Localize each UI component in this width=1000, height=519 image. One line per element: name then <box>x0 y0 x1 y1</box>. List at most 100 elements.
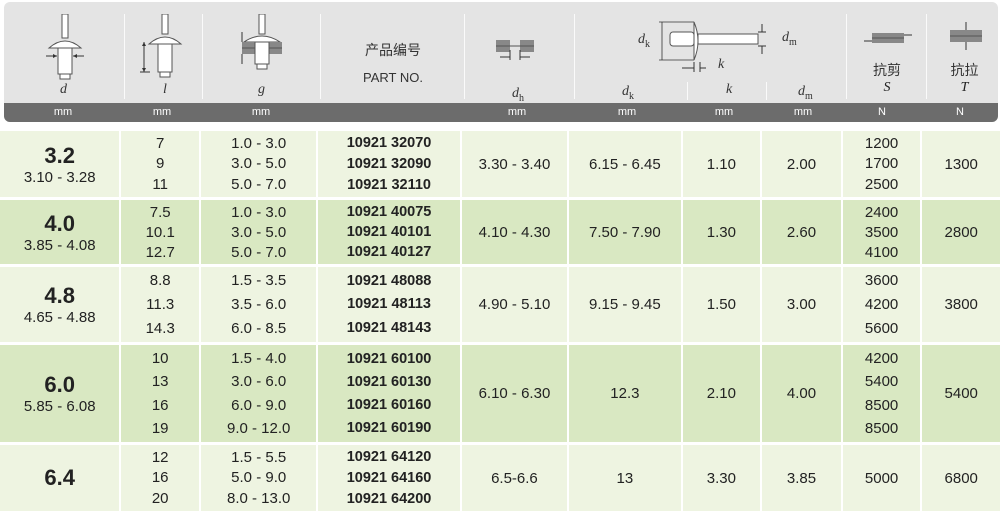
unit-k: mm <box>714 106 734 118</box>
cell-k: 1.10 <box>682 131 761 197</box>
shear-label-cn: 抗剪 <box>873 62 901 78</box>
cell-l: 10 13 16 19 <box>121 345 199 442</box>
cell-part: 10921 32070 10921 32090 10921 32110 <box>318 131 460 197</box>
cell-value: 3.85 <box>786 469 817 487</box>
cell-g: 1.0 - 3.0 3.0 - 5.0 5.0 - 7.0 <box>201 200 317 264</box>
cell-value: 10 <box>151 350 169 368</box>
cell-s: 1200 1700 2500 <box>842 131 921 197</box>
table-header: d l g 产品编号 PART NO. dh dk dm k dk k dm 抗… <box>4 2 998 122</box>
cell-g: 1.5 - 5.5 5.0 - 9.0 8.0 - 13.0 <box>201 445 317 511</box>
cell-k: 1.50 <box>682 267 761 342</box>
cell-value: 11 <box>152 176 168 194</box>
cell-k: 2.10 <box>682 345 761 442</box>
cell-d: 6.0 5.85 - 6.08 <box>0 345 120 442</box>
cell-value: 6.15 - 6.45 <box>589 155 661 173</box>
cell-value: 4.8 <box>44 283 75 308</box>
cell-value: 3600 <box>864 272 899 290</box>
cell-dh: 3.30 - 3.40 <box>461 131 568 197</box>
cell-value: 10921 64160 <box>346 469 432 486</box>
diagram-label-dk: dk <box>638 32 650 50</box>
cell-value: 10921 60160 <box>346 397 432 414</box>
units-bar: mm mm mm mm mm mm mm N N <box>4 103 998 122</box>
cell-value: 20 <box>151 490 169 508</box>
table-row: 3.2 3.10 - 3.28 7 9 11 1.0 - 3.0 3.0 - 5.0 5.0 … <box>0 131 1000 197</box>
cell-k: 1.30 <box>682 200 761 264</box>
cell-value: 7.50 - 7.90 <box>589 223 661 241</box>
cell-g: 1.5 - 3.5 3.5 - 6.0 6.0 - 8.5 <box>201 267 317 342</box>
cell-value: 3500 <box>864 223 899 241</box>
rivet-length-icon <box>140 14 183 78</box>
cell-value: 1200 <box>864 134 899 152</box>
cell-g: 1.0 - 3.0 3.0 - 5.0 5.0 - 7.0 <box>201 131 317 197</box>
cell-value: 1.5 - 5.5 <box>231 448 287 466</box>
column-symbol-g: g <box>258 82 265 97</box>
grip-range-icon <box>241 14 282 70</box>
cell-value: 6800 <box>944 469 978 487</box>
cell-value: 3.85 - 4.08 <box>23 236 96 254</box>
cell-value: 16 <box>151 396 169 414</box>
cell-value: 8500 <box>864 396 899 414</box>
cell-dh: 4.10 - 4.30 <box>461 200 568 264</box>
cell-value: 10921 48088 <box>346 272 432 289</box>
cell-value: 2400 <box>864 203 899 221</box>
cell-l: 12 16 20 <box>121 445 199 511</box>
cell-part: 10921 48088 10921 48113 10921 48143 <box>318 267 460 342</box>
tensile-force-icon <box>950 22 982 50</box>
rivet-head-dimensions-icon <box>659 21 766 72</box>
cell-value: 2800 <box>944 223 978 241</box>
tensile-label-cn: 抗拉 <box>950 62 979 78</box>
unit-s: N <box>878 106 886 118</box>
cell-value: 5600 <box>864 319 899 337</box>
cell-value: 12 <box>151 448 169 466</box>
cell-value: 9.0 - 12.0 <box>227 419 291 437</box>
cell-t: 3800 <box>922 267 1000 342</box>
cell-value: 3800 <box>944 296 978 313</box>
cell-dh: 4.90 - 5.10 <box>461 267 568 342</box>
cell-d: 3.2 3.10 - 3.28 <box>0 131 120 197</box>
cell-value: 12.7 <box>145 243 175 261</box>
shear-force-icon <box>864 33 912 43</box>
cell-part: 10921 40075 10921 40101 10921 40127 <box>318 200 460 264</box>
column-symbol-dk: dk <box>622 84 634 102</box>
cell-value: 10.1 <box>145 223 175 241</box>
cell-dh: 6.10 - 6.30 <box>461 345 568 442</box>
cell-s: 4200 5400 8500 8500 <box>842 345 921 442</box>
table-row: 4.8 4.65 - 4.88 8.8 11.3 14.3 1.5 - 3.5 3.5 - … <box>0 267 1000 342</box>
cell-value: 10921 60100 <box>346 350 432 367</box>
cell-dh: 6.5-6.6 <box>461 445 568 511</box>
cell-value: 10921 40075 <box>346 204 432 220</box>
cell-value: 4.90 - 5.10 <box>478 296 551 313</box>
unit-dm: mm <box>793 106 813 118</box>
unit-g: mm <box>251 106 271 118</box>
cell-dm: 3.85 <box>762 445 841 511</box>
cell-value: 10921 40101 <box>346 224 432 240</box>
cell-value: 4.0 <box>44 210 75 236</box>
hole-diameter-icon <box>496 40 534 60</box>
cell-value: 6.5-6.6 <box>491 469 538 487</box>
cell-value: 5.85 - 6.08 <box>23 398 96 415</box>
cell-value: 10921 40127 <box>346 244 432 260</box>
cell-s: 2400 3500 4100 <box>842 200 921 264</box>
cell-value: 10921 64120 <box>346 449 432 466</box>
cell-value: 9.15 - 9.45 <box>589 296 661 313</box>
cell-d: 4.0 3.85 - 4.08 <box>0 200 120 264</box>
cell-value: 1.5 - 4.0 <box>231 350 287 368</box>
cell-value: 4.65 - 4.88 <box>23 309 96 326</box>
cell-value: 3.0 - 5.0 <box>231 155 287 173</box>
cell-l: 8.8 11.3 14.3 <box>121 267 199 342</box>
cell-value: 12.3 <box>610 385 640 402</box>
cell-value: 16 <box>151 469 169 487</box>
table-body: 3.2 3.10 - 3.28 7 9 11 1.0 - 3.0 3.0 - 5.0 5.0 … <box>0 131 1000 514</box>
cell-value: 5.0 - 9.0 <box>231 469 287 487</box>
cell-t: 6800 <box>922 445 1000 511</box>
cell-g: 1.5 - 4.0 3.0 - 6.0 6.0 - 9.0 9.0 - 12.0 <box>201 345 317 442</box>
cell-value: 3.5 - 6.0 <box>231 295 287 313</box>
part-no-label-en: PART NO. <box>363 70 423 85</box>
cell-value: 1.50 <box>706 296 736 313</box>
cell-value: 1700 <box>864 155 899 173</box>
cell-value: 1.0 - 3.0 <box>231 134 287 152</box>
cell-t: 1300 <box>922 131 1000 197</box>
cell-value: 2.10 <box>706 385 736 402</box>
cell-value: 2500 <box>864 176 899 194</box>
cell-value: 8.0 - 13.0 <box>227 490 291 508</box>
